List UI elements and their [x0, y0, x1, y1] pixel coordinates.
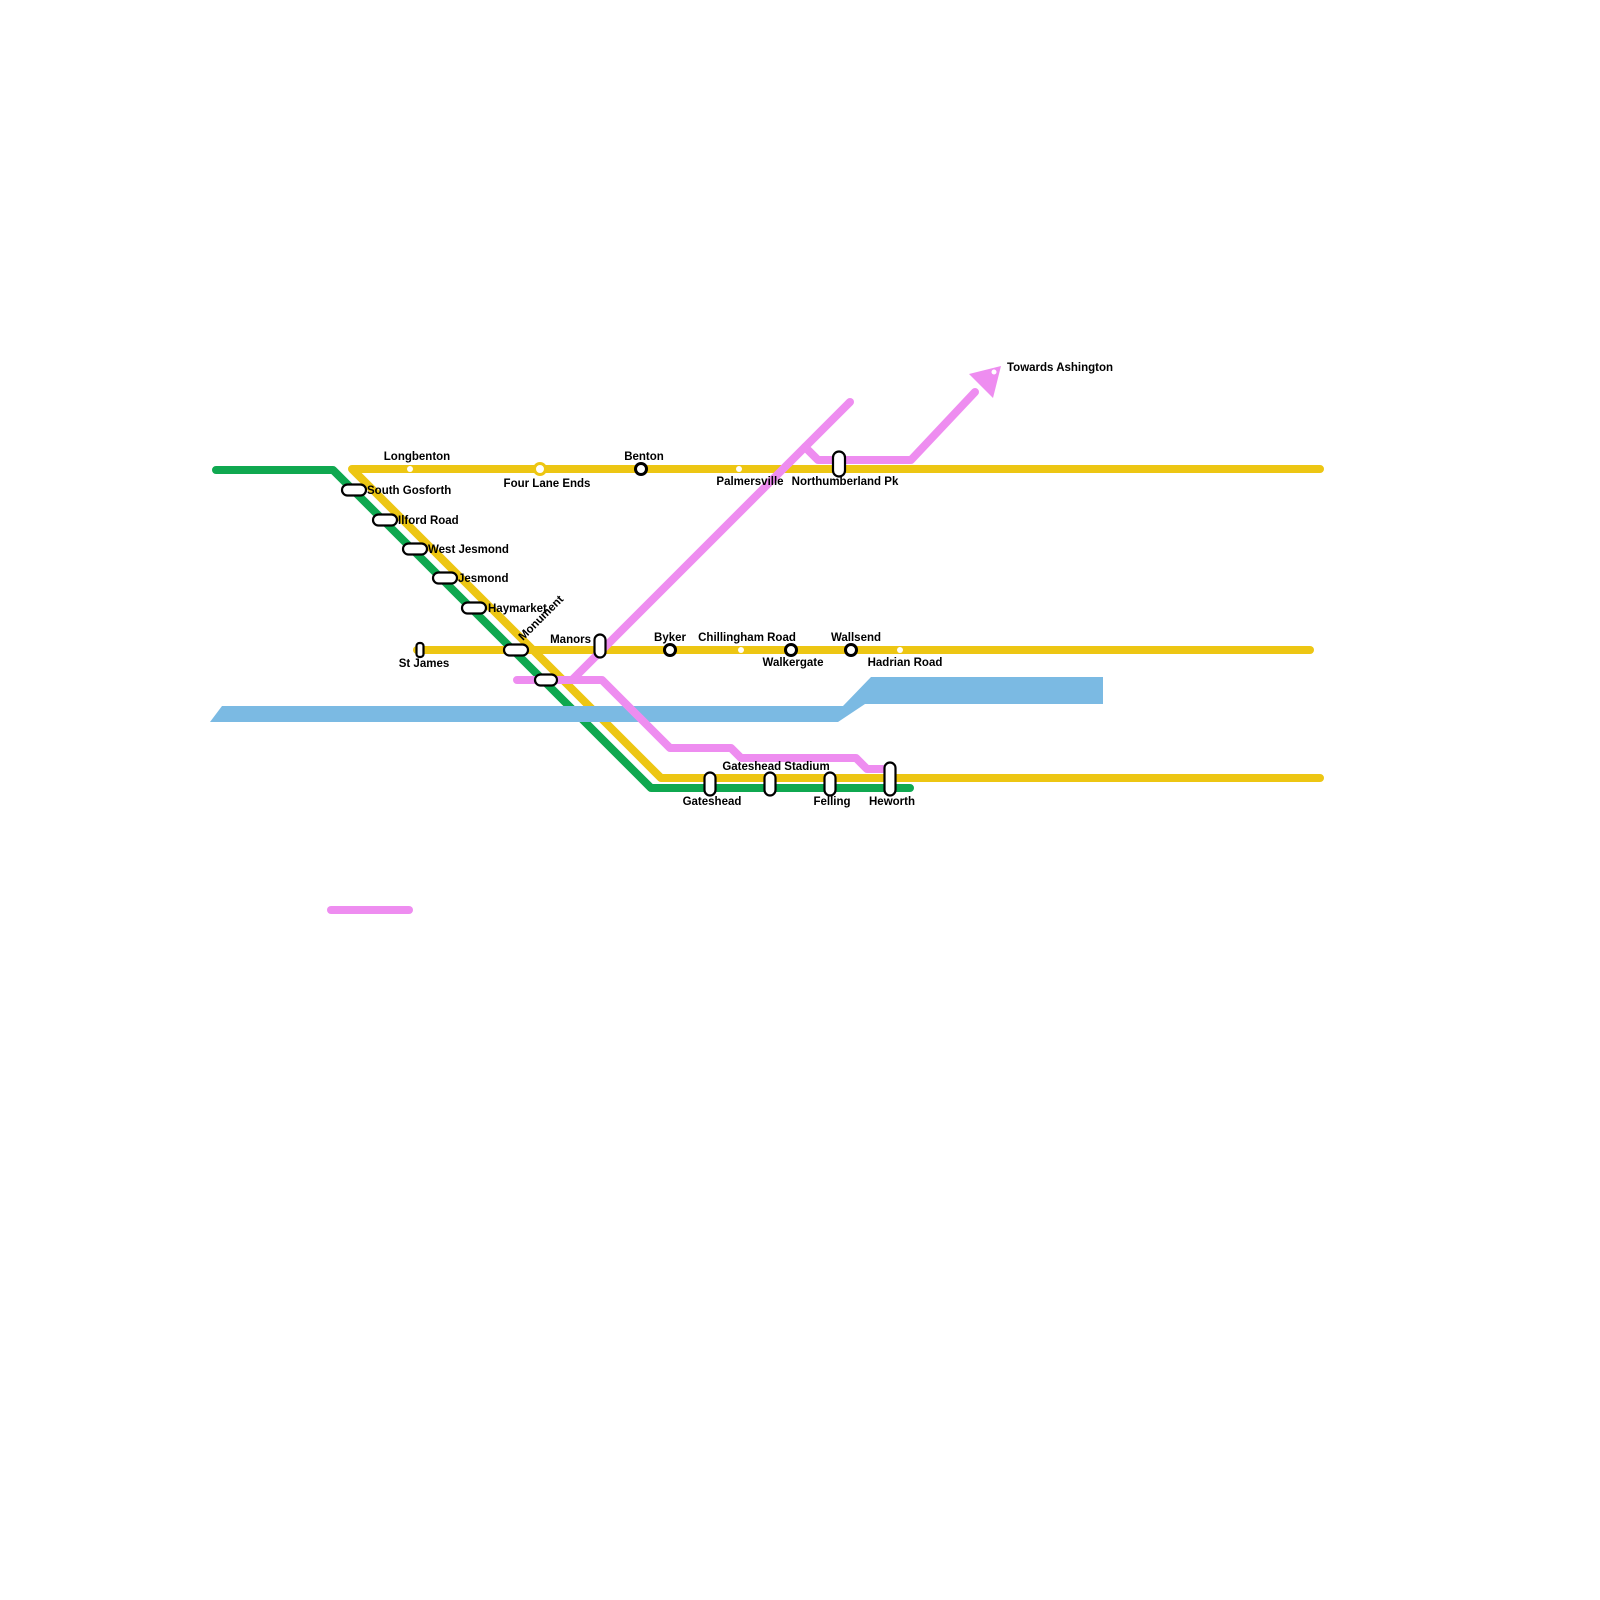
station-label-st-james: St James — [399, 658, 450, 670]
station-marker-four-lane-ends — [533, 462, 547, 476]
station-label-ilford-road: Ilford Road — [398, 515, 459, 527]
station-label-jesmond: Jesmond — [458, 573, 509, 585]
station-label-gateshead-stadium: Gateshead Stadium — [722, 761, 829, 773]
station-label-chillingham-road: Chillingham Road — [698, 632, 796, 644]
station-marker-hadrian-road — [897, 647, 903, 653]
station-label-manors: Manors — [550, 634, 591, 646]
station-marker-central — [533, 673, 559, 687]
station-label-longbenton: Longbenton — [384, 451, 450, 463]
violet-line — [327, 366, 1001, 914]
station-label-west-jesmond: West Jesmond — [428, 544, 509, 556]
station-marker-longbenton — [407, 466, 413, 472]
violet-line-south-branch — [513, 676, 892, 773]
station-marker-byker — [663, 643, 677, 657]
station-marker-heworth — [883, 761, 897, 797]
station-label-wallsend: Wallsend — [831, 632, 881, 644]
station-label-hadrian-road: Hadrian Road — [868, 657, 943, 669]
station-marker-walkergate — [784, 643, 798, 657]
station-marker-benton — [634, 462, 648, 476]
station-markers — [340, 450, 903, 797]
station-label-northumberland-pk: Northumberland Pk — [792, 476, 899, 488]
station-label-byker: Byker — [654, 632, 686, 644]
station-marker-manors — [593, 633, 607, 659]
ashington-arrow-label: Towards Ashington — [1007, 362, 1113, 374]
station-label-felling: Felling — [813, 796, 850, 808]
station-label-south-gosforth: South Gosforth — [367, 485, 451, 497]
station-marker-felling — [823, 771, 837, 797]
station-marker-monument — [502, 643, 530, 657]
station-marker-ilford-road — [371, 513, 399, 527]
river-tyne — [210, 677, 1103, 722]
station-label-walkergate: Walkergate — [763, 657, 824, 669]
station-label-benton: Benton — [624, 451, 664, 463]
station-marker-wallsend — [844, 643, 858, 657]
station-label-palmersville: Palmersville — [716, 476, 783, 488]
station-labels: Longbenton Four Lane Ends Benton Palmers… — [367, 362, 1113, 808]
station-marker-jesmond — [431, 571, 459, 585]
station-label-heworth: Heworth — [869, 796, 915, 808]
station-marker-northumberland-pk — [831, 450, 847, 478]
yellow-line-north — [348, 465, 1324, 782]
station-marker-gateshead-stadium — [763, 771, 777, 797]
station-label-haymarket: Haymarket — [488, 603, 547, 615]
violet-line-ashington-branch — [801, 388, 979, 464]
station-marker-haymarket — [460, 601, 488, 615]
station-marker-chillingham-road — [738, 647, 744, 653]
arrowhead-dot — [991, 369, 997, 375]
station-label-gateshead: Gateshead — [683, 796, 742, 808]
station-marker-palmersville — [736, 466, 742, 472]
station-marker-south-gosforth — [340, 483, 368, 497]
green-line — [212, 466, 914, 792]
station-marker-st-james — [415, 641, 425, 659]
station-label-four-lane-ends: Four Lane Ends — [504, 478, 591, 490]
station-marker-gateshead — [703, 771, 717, 797]
station-marker-west-jesmond — [401, 542, 429, 556]
